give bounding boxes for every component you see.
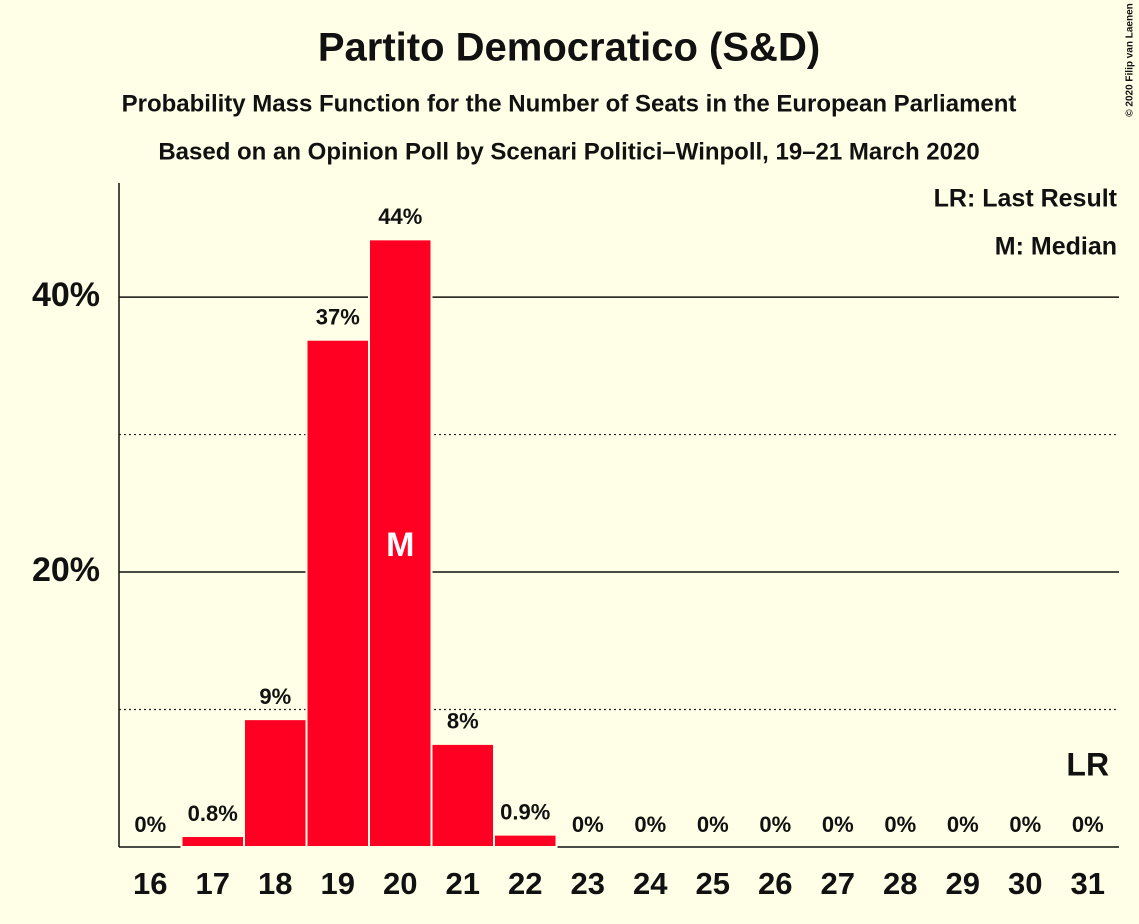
y-tick-label: 20% (32, 551, 100, 589)
value-label: 0% (134, 812, 166, 837)
y-tick-label: 40% (32, 276, 100, 314)
value-label: 37% (316, 305, 360, 330)
x-tick-label: 27 (821, 866, 855, 901)
bar (368, 238, 433, 849)
x-tick-label: 16 (133, 866, 167, 901)
value-label: 0% (572, 812, 604, 837)
value-label: 0% (947, 812, 979, 837)
x-tick-label: 25 (696, 866, 730, 901)
value-label: 0% (1009, 812, 1041, 837)
chart-subtitle: Probability Mass Function for the Number… (122, 90, 1017, 117)
value-label: 0% (884, 812, 916, 837)
x-tick-label: 23 (571, 866, 605, 901)
x-tick-label: 20 (383, 866, 417, 901)
x-tick-label: 24 (633, 866, 668, 901)
value-label: 9% (259, 684, 291, 709)
last-result-marker: LR (1066, 746, 1109, 782)
x-tick-label: 19 (321, 866, 355, 901)
value-label: 0% (697, 812, 729, 837)
value-label: 0% (1072, 812, 1104, 837)
x-tick-label: 30 (1008, 866, 1042, 901)
x-tick-label: 21 (446, 866, 480, 901)
x-tick-label: 22 (508, 866, 542, 901)
chart-subtitle: Based on an Opinion Poll by Scenari Poli… (158, 138, 979, 165)
x-tick-label: 28 (883, 866, 917, 901)
value-label: 0.8% (188, 801, 238, 826)
copyright: © 2020 Filip van Laenen (1125, 3, 1136, 117)
value-label: 8% (447, 709, 479, 734)
value-label: 44% (378, 204, 422, 229)
x-tick-label: 17 (196, 866, 230, 901)
bar (305, 338, 370, 848)
x-tick-label: 26 (758, 866, 792, 901)
x-tick-label: 18 (258, 866, 292, 901)
value-label: 0% (759, 812, 791, 837)
bar (493, 833, 558, 848)
x-tick-label: 29 (946, 866, 980, 901)
bar (430, 742, 495, 848)
chart-title: Partito Democratico (S&D) (318, 26, 820, 70)
legend-entry: LR: Last Result (934, 185, 1118, 213)
median-marker: M (386, 526, 414, 564)
bar (180, 835, 245, 849)
value-label: 0% (822, 812, 854, 837)
legend-entry: M: Median (995, 233, 1117, 261)
value-label: 0% (634, 812, 666, 837)
value-label: 0.9% (500, 799, 550, 824)
bar (243, 718, 308, 848)
x-tick-label: 31 (1071, 866, 1105, 901)
